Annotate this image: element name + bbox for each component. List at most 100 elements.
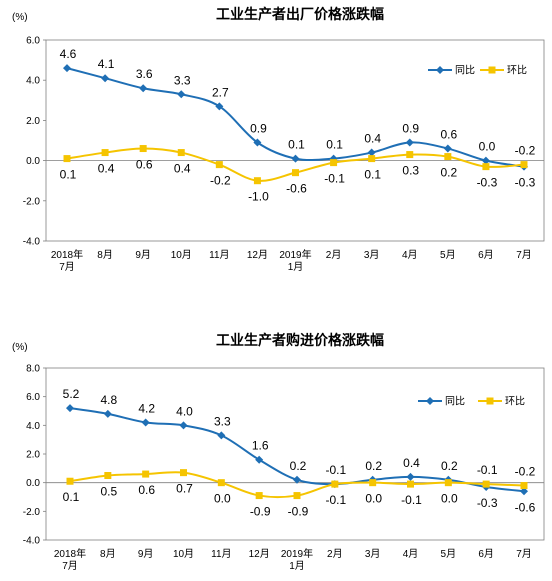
data-label: 0.4	[403, 456, 420, 470]
x-tick-label: 8月	[97, 249, 113, 261]
data-label: 0.1	[364, 168, 381, 182]
x-tick-label: 4月	[403, 548, 419, 560]
data-label: 2.7	[212, 85, 229, 99]
data-point-marker	[142, 470, 150, 478]
data-label: 0.1	[63, 490, 80, 504]
data-point-marker	[330, 159, 338, 167]
data-point-marker	[407, 480, 414, 488]
data-label: 0.6	[440, 128, 457, 142]
data-label: 0.6	[138, 483, 155, 497]
chart-title: 工业生产者购进价格涨跌幅	[216, 332, 384, 348]
chart-panel-ppi-purchase: 工业生产者购进价格涨跌幅 (%) 8.0 6.0 4.0 2.0 0.0 -2.0 -4.0 20…	[0, 290, 552, 581]
y-tick-label: 0.0	[26, 156, 40, 167]
data-label: -0.1	[325, 493, 346, 507]
data-point-marker	[141, 418, 150, 427]
data-label: 3.3	[174, 73, 191, 87]
data-point-marker	[139, 84, 148, 93]
legend-marker	[436, 66, 444, 74]
legend-marker	[486, 397, 494, 405]
data-point-marker	[215, 102, 224, 111]
series-mom: 0.1 0.5 0.6 0.7 0.0 -0.9 -0.9 -0.1 0.0 -0.1 0.0 -0.…	[63, 463, 536, 518]
data-point-marker	[217, 431, 226, 440]
data-label: 0.9	[250, 122, 267, 136]
x-tick-label: 2月	[326, 249, 342, 261]
data-label: 0.2	[440, 166, 457, 180]
legend-marker	[426, 397, 434, 405]
data-label: 3.3	[214, 414, 231, 428]
x-tick-label: 12月	[247, 249, 268, 261]
data-label: 0.1	[288, 138, 305, 152]
data-point-marker	[520, 487, 528, 496]
x-tick-label: 9月	[135, 249, 151, 261]
legend: 同比 环比	[428, 65, 527, 77]
data-label: 0.0	[214, 492, 231, 506]
x-tick-label: 1月	[289, 560, 305, 572]
data-point-marker	[481, 156, 490, 165]
data-label: 0.0	[479, 140, 496, 154]
data-label: -0.9	[288, 505, 309, 519]
data-point-marker	[139, 145, 147, 153]
x-tick-label: 4月	[402, 249, 418, 261]
y-axis-unit: (%)	[12, 342, 28, 353]
series-line	[66, 67, 525, 168]
y-tick-label: -2.0	[23, 507, 41, 518]
data-label: -0.3	[477, 176, 498, 190]
x-tick-label: 7月	[59, 261, 75, 273]
data-point-marker	[103, 409, 112, 418]
x-tick-label: 10月	[171, 249, 192, 261]
data-point-marker	[63, 155, 71, 163]
x-tick-label: 3月	[365, 548, 381, 560]
data-point-marker	[482, 480, 490, 488]
data-label: 0.7	[176, 482, 193, 496]
data-label: 0.9	[402, 122, 419, 136]
data-point-marker	[215, 161, 223, 169]
data-label: 0.2	[365, 459, 382, 473]
data-point-marker	[293, 492, 301, 500]
data-point-marker	[66, 404, 74, 413]
x-tick-label: 8月	[100, 548, 116, 560]
y-tick-label: 4.0	[26, 421, 40, 432]
data-point-marker	[444, 153, 452, 161]
data-label: 0.4	[174, 162, 191, 176]
data-label: 0.3	[402, 164, 419, 178]
data-point-marker	[66, 477, 74, 485]
data-point-marker	[293, 475, 301, 484]
data-label: 4.2	[138, 401, 155, 415]
data-point-marker	[255, 492, 263, 500]
data-point-marker	[292, 169, 299, 177]
x-tick-label: 2月	[327, 548, 343, 560]
data-label: -0.1	[401, 493, 422, 507]
legend-label: 环比	[507, 65, 527, 77]
data-point-marker	[101, 74, 110, 83]
data-point-marker	[104, 472, 112, 479]
data-point-marker	[520, 161, 528, 169]
data-label: 0.2	[290, 459, 307, 473]
data-label: 0.4	[364, 132, 381, 146]
y-tick-label: 4.0	[26, 76, 40, 87]
y-tick-label: 0.0	[26, 478, 40, 489]
data-point-marker	[253, 177, 261, 185]
x-tick-label: 11月	[209, 249, 229, 261]
plot-frame	[45, 39, 545, 242]
x-tick-label: 2018年	[54, 547, 86, 560]
data-label: 0.4	[98, 162, 115, 176]
data-label: 3.6	[136, 67, 153, 81]
x-tick-label: 10月	[173, 548, 194, 560]
data-point-marker	[177, 90, 186, 99]
data-point-marker	[180, 469, 187, 477]
data-point-marker	[406, 151, 414, 159]
data-label: -0.1	[325, 463, 346, 477]
data-label: 4.6	[60, 47, 77, 61]
chart-svg-ppi-purchase: 工业生产者购进价格涨跌幅 (%) 8.0 6.0 4.0 2.0 0.0 -2.0 -4.0 20…	[12, 332, 545, 572]
data-label: 0.2	[441, 459, 458, 473]
y-tick-label: -2.0	[23, 196, 41, 207]
x-tick-label: 7月	[516, 249, 532, 261]
data-label: -0.9	[250, 505, 271, 519]
data-label: 4.1	[98, 57, 115, 71]
y-tick-label: -4.0	[23, 536, 41, 547]
data-point-marker	[405, 138, 414, 147]
y-tick-label: 2.0	[26, 116, 40, 127]
y-tick-label: 6.0	[26, 392, 40, 403]
legend: 同比 环比	[418, 396, 525, 408]
data-point-marker	[367, 148, 376, 157]
